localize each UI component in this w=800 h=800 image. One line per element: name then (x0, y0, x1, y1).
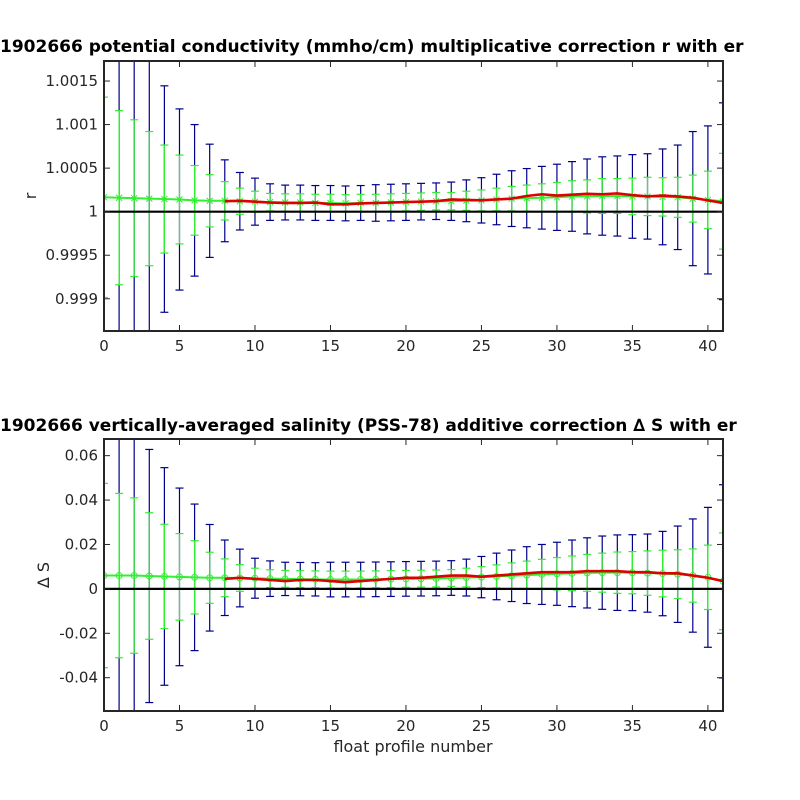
plot-marks (104, 439, 723, 711)
x-tick-label: 15 (321, 717, 340, 735)
plot-marks (104, 61, 723, 331)
x-tick-label: 0 (99, 717, 109, 735)
x-tick-label: 25 (472, 337, 491, 355)
green-marker (191, 197, 198, 204)
green-marker (613, 569, 621, 577)
y-axis-label: ∆ S (34, 562, 53, 589)
y-tick-label: 1.0005 (46, 159, 99, 177)
x-tick-label: 10 (245, 337, 264, 355)
green-marker (160, 572, 168, 580)
marker-stroke (115, 194, 123, 202)
green-marker (357, 576, 365, 584)
x-tick-label: 30 (547, 337, 566, 355)
y-tick-label: -0.02 (59, 624, 98, 642)
tick-marks (103, 439, 723, 711)
y-axis-label: r (21, 192, 40, 199)
y-tick-label: 0.06 (65, 447, 98, 465)
axes-box (103, 438, 724, 712)
green-marker (130, 572, 138, 580)
x-axis-label: float profile number (333, 737, 493, 756)
marker-stroke (145, 195, 153, 202)
y-tick-label: 1.001 (55, 116, 98, 134)
green-marker (104, 572, 108, 580)
blue-errorbar (719, 102, 723, 301)
green-marker (145, 195, 153, 202)
x-tick-label: 25 (472, 717, 491, 735)
plot-area: 0 5 10 15 20 25 30 35 40 -0.04 -0.02 0 0.02 0.04 0.06 (59, 438, 724, 735)
green-marker (326, 576, 334, 584)
marker-stroke (104, 196, 108, 201)
chart-title: 1902666 potential conductivity (mmho/cm)… (0, 37, 744, 57)
green-marker (175, 573, 183, 581)
marker-stroke (176, 196, 183, 203)
marker-stroke (161, 195, 168, 203)
green-errorbar (719, 532, 723, 631)
marker-stroke (538, 194, 546, 202)
x-tick-label: 40 (698, 337, 717, 355)
x-tick-label: 10 (245, 717, 264, 735)
red-fit-line (224, 192, 723, 206)
x-tick-label: 35 (623, 717, 642, 735)
conductivity-chart: 1902666 potential conductivity (mmho/cm)… (0, 37, 744, 355)
x-tick-label: 35 (623, 337, 642, 355)
chart-title: 1902666 vertically-averaged salinity (PS… (0, 416, 737, 436)
green-marker (104, 193, 108, 201)
y-tick-label: 0 (88, 580, 98, 598)
plot-area: 0 5 10 15 20 25 30 35 40 0.999 0.9995 1 1.0005 1.001 1… (46, 60, 724, 355)
marker-stroke (130, 194, 138, 202)
marker-stroke (719, 197, 723, 202)
tick-marks (103, 61, 723, 331)
x-tick-label: 5 (175, 337, 185, 355)
x-tick-label: 40 (698, 717, 717, 735)
x-tick-label: 30 (547, 717, 566, 735)
marker-stroke (206, 197, 214, 205)
y-tick-label: 1 (88, 203, 98, 221)
green-marker (115, 194, 123, 202)
green-marker (176, 196, 183, 203)
green-marker (553, 570, 561, 578)
x-tick-label: 5 (175, 717, 185, 735)
green-marker (206, 574, 214, 582)
x-tick-label: 0 (99, 337, 109, 355)
green-marker (130, 194, 138, 202)
x-tick-label: 20 (396, 337, 415, 355)
green-errorbar (719, 152, 723, 250)
green-errorbar (104, 482, 108, 669)
green-marker (145, 572, 153, 580)
marker-stroke (191, 197, 198, 204)
green-marker (206, 197, 214, 205)
green-errorbar (104, 96, 108, 299)
y-tick-label: -0.04 (59, 669, 98, 687)
green-marker (598, 569, 606, 577)
x-tick-label: 20 (396, 717, 415, 735)
axes-box (103, 60, 724, 332)
marker-stroke (104, 193, 108, 199)
red-fit-line (224, 569, 723, 584)
green-marker (161, 195, 168, 203)
y-tick-label: 0.02 (65, 535, 98, 553)
green-marker (191, 573, 199, 581)
green-marker (115, 572, 123, 580)
x-tick-label: 15 (321, 337, 340, 355)
y-tick-label: 0.04 (65, 491, 98, 509)
y-tick-label: 0.9995 (46, 246, 99, 264)
salinity-chart: 1902666 vertically-averaged salinity (PS… (0, 416, 737, 756)
y-tick-label: 0.999 (55, 290, 98, 308)
y-tick-label: 1.0015 (46, 72, 99, 90)
